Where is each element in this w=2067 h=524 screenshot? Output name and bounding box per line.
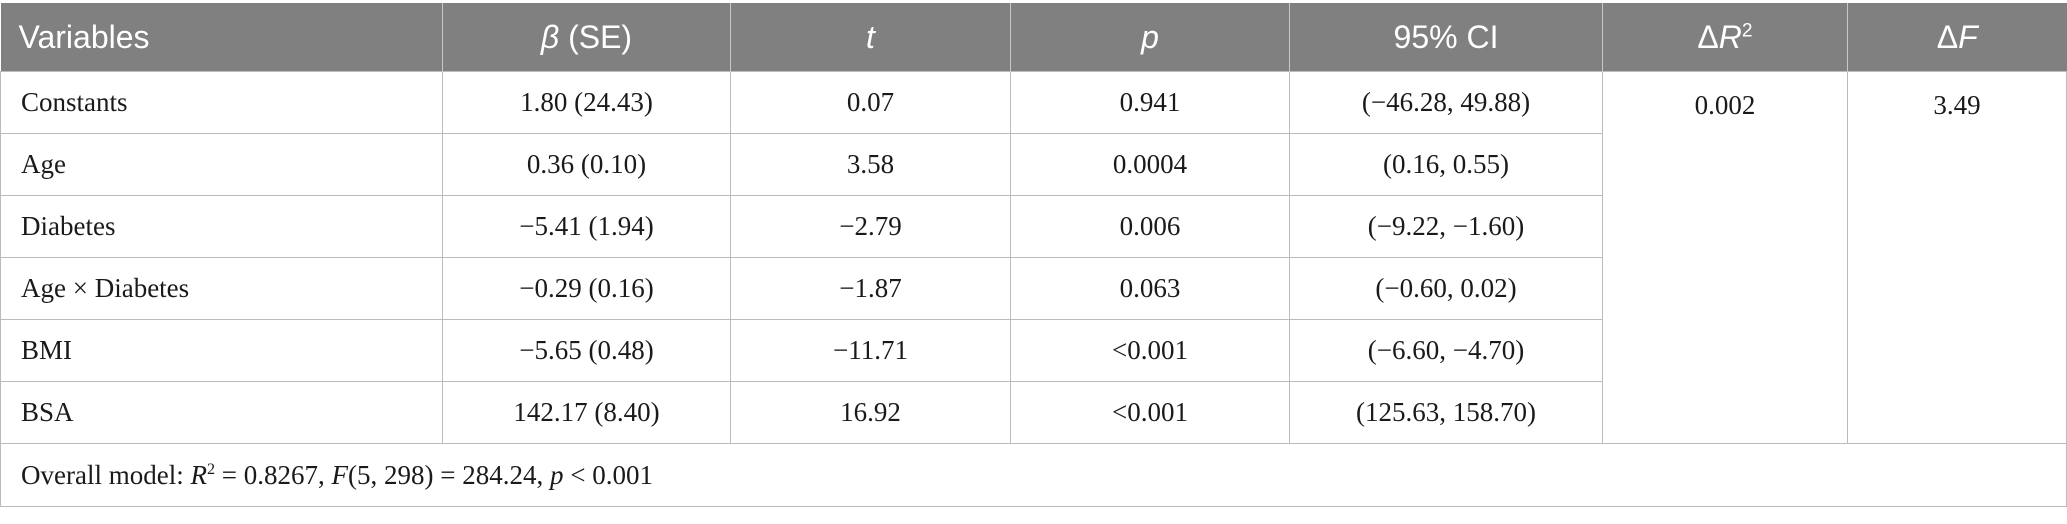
t-cell: −2.79 [730, 195, 1011, 258]
variable-cell: BMI [0, 319, 443, 382]
t-cell: 16.92 [730, 381, 1011, 444]
note-r-symbol: R [190, 459, 207, 490]
note-p-value: < 0.001 [563, 459, 653, 490]
t-cell: 3.58 [730, 133, 1011, 196]
footnote-row: Overall model: R2 = 0.8267, F(5, 298) = … [0, 443, 2067, 507]
table-row: BSA 142.17 (8.40) 16.92 <0.001 (125.63, … [0, 381, 2067, 444]
table-row: Constants 1.80 (24.43) 0.07 0.941 (−46.2… [0, 71, 2067, 444]
header-beta-se: β (SE) [442, 3, 731, 72]
p-cell: 0.006 [1010, 195, 1290, 258]
header-delta-f: ΔF [1847, 3, 2067, 72]
beta-se-cell: −5.65 (0.48) [442, 319, 731, 382]
beta-se-cell: 0.36 (0.10) [442, 133, 731, 196]
p-cell: <0.001 [1010, 319, 1290, 382]
beta-suffix: (SE) [559, 18, 633, 55]
t-cell: −11.71 [730, 319, 1011, 382]
note-prefix: Overall model: [21, 459, 191, 490]
p-cell: 0.0004 [1010, 133, 1290, 196]
t-cell: 0.07 [730, 71, 1011, 134]
variable-cell: Age [0, 133, 443, 196]
header-p: p [1010, 3, 1290, 72]
p-cell: 0.941 [1010, 71, 1290, 134]
variable-cell: BSA [0, 381, 443, 444]
p-symbol: p [1141, 18, 1159, 55]
variable-cell: Diabetes [0, 195, 443, 258]
variable-cell: Age × Diabetes [0, 257, 443, 320]
beta-symbol: β [540, 18, 560, 55]
note-r-superscript: 2 [206, 459, 216, 478]
note-f-symbol: F [331, 459, 349, 490]
header-variables: Variables [0, 3, 443, 72]
delta-f-cell: 3.49 [1847, 71, 2067, 444]
header-row: Variables β (SE) t p 95% CI ΔR2 ΔF [0, 3, 2067, 72]
f-symbol: F [1958, 18, 1978, 55]
note-f-value: (5, 298) = 284.24, [348, 459, 550, 490]
header-ci: 95% CI [1289, 3, 1603, 72]
table-row: BMI −5.65 (0.48) −11.71 <0.001 (−6.60, −… [0, 319, 2067, 382]
beta-se-cell: 1.80 (24.43) [442, 71, 731, 134]
table-row: Diabetes −5.41 (1.94) −2.79 0.006 (−9.22… [0, 195, 2067, 258]
beta-se-cell: 142.17 (8.40) [442, 381, 731, 444]
delta-r2-cell: 0.002 [1602, 71, 1848, 444]
note-p-symbol: p [550, 459, 564, 490]
note-r-value: = 0.8267, [215, 459, 332, 490]
header-t: t [730, 3, 1011, 72]
r-superscript: 2 [1741, 19, 1753, 41]
ci-cell: (−6.60, −4.70) [1289, 319, 1603, 382]
r-symbol: R [1718, 18, 1742, 55]
p-cell: <0.001 [1010, 381, 1290, 444]
header-delta-r2: ΔR2 [1602, 3, 1848, 72]
delta-symbol: Δ [1936, 18, 1959, 55]
ci-cell: (0.16, 0.55) [1289, 133, 1603, 196]
variable-cell: Constants [0, 71, 443, 134]
beta-se-cell: −5.41 (1.94) [442, 195, 731, 258]
regression-table: Variables β (SE) t p 95% CI ΔR2 ΔF Const… [0, 3, 2067, 507]
p-cell: 0.063 [1010, 257, 1290, 320]
ci-cell: (−9.22, −1.60) [1289, 195, 1603, 258]
beta-se-cell: −0.29 (0.16) [442, 257, 731, 320]
ci-cell: (−46.28, 49.88) [1289, 71, 1603, 134]
t-symbol: t [866, 18, 875, 55]
delta-symbol: Δ [1697, 18, 1719, 55]
ci-cell: (125.63, 158.70) [1289, 381, 1603, 444]
ci-cell: (−0.60, 0.02) [1289, 257, 1603, 320]
t-cell: −1.87 [730, 257, 1011, 320]
overall-model-note: Overall model: R2 = 0.8267, F(5, 298) = … [0, 443, 2067, 507]
table-row: Age × Diabetes −0.29 (0.16) −1.87 0.063 … [0, 257, 2067, 320]
